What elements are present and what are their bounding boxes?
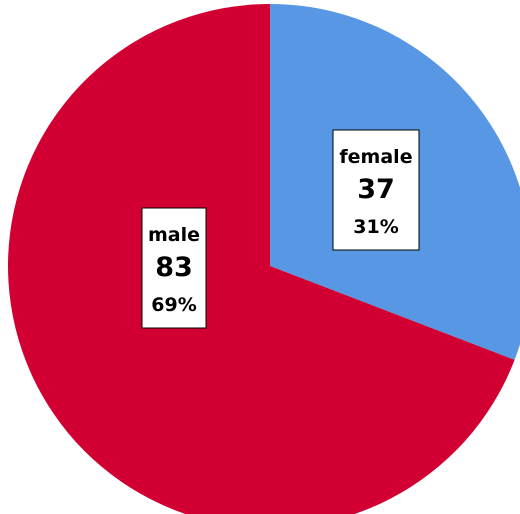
pie-slice-male xyxy=(8,4,515,514)
slice-label-name-female: female xyxy=(339,146,412,168)
slice-label-box-male xyxy=(141,207,207,329)
slice-label-female: female 37 31% xyxy=(332,129,420,251)
slice-label-male: male 83 69% xyxy=(141,207,207,329)
slice-label-name-male: male xyxy=(148,224,200,246)
pie-slices xyxy=(8,4,520,514)
slice-label-percent-male: 69% xyxy=(151,294,196,316)
slice-label-count-female: 37 xyxy=(357,174,395,205)
slice-label-count-male: 83 xyxy=(155,252,193,283)
slice-label-box-female xyxy=(332,129,420,251)
slice-label-percent-female: 31% xyxy=(353,216,398,238)
